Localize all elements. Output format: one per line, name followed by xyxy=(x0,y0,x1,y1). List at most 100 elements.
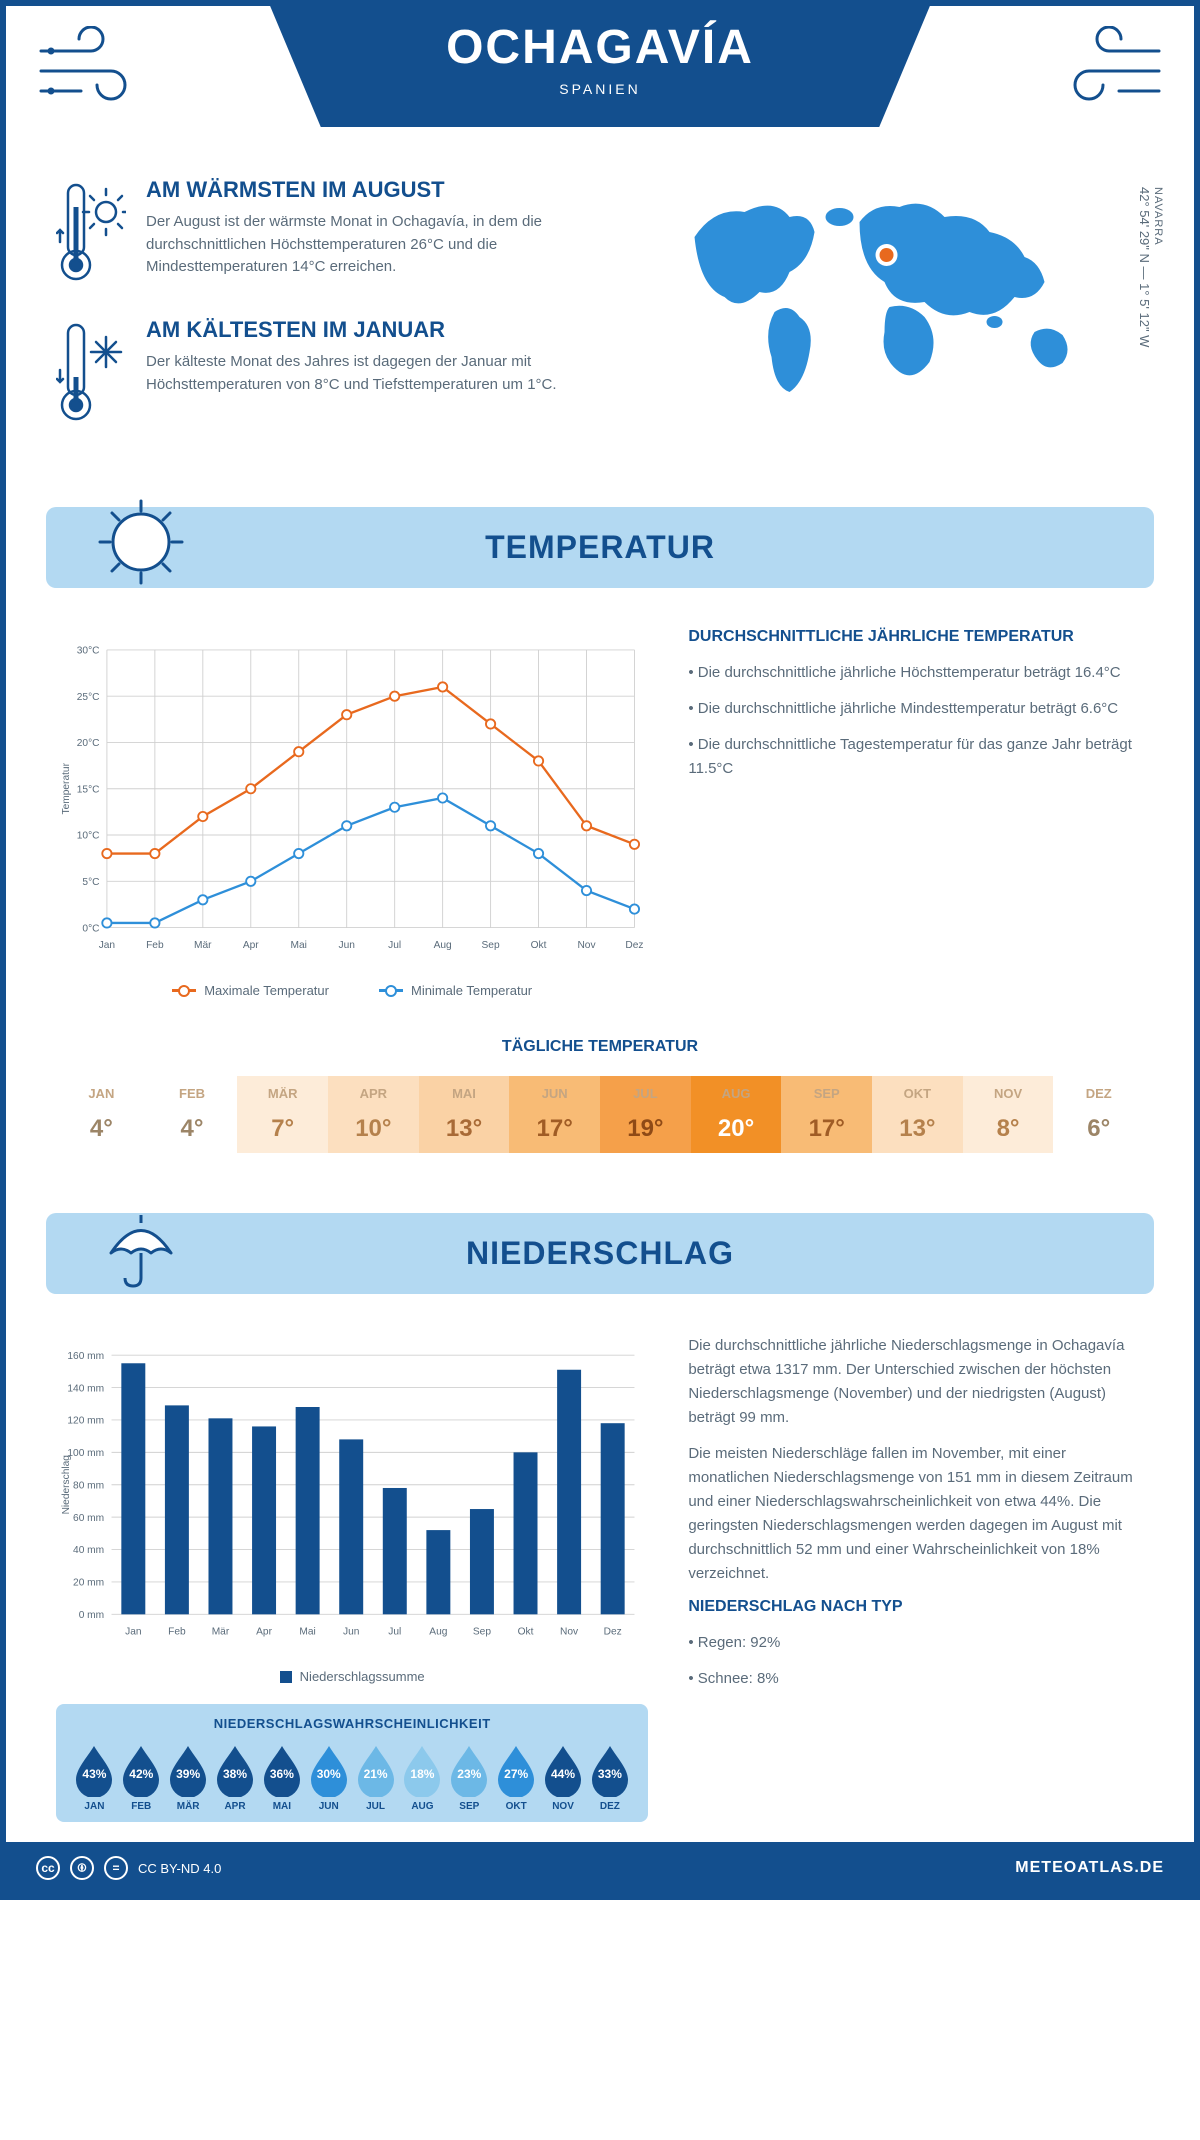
legend-item: Minimale Temperatur xyxy=(379,983,532,998)
droplet-item: 44% NOV xyxy=(540,1743,587,1812)
svg-text:Temperatur: Temperatur xyxy=(61,762,72,814)
header: OCHAGAVÍA SPANIEN xyxy=(6,6,1194,147)
temp-bullet: • Die durchschnittliche Tagestemperatur … xyxy=(688,733,1144,781)
daily-temp-cell: MAI13° xyxy=(419,1076,510,1153)
svg-text:40 mm: 40 mm xyxy=(73,1545,104,1556)
world-map-icon xyxy=(645,177,1144,407)
svg-text:80 mm: 80 mm xyxy=(73,1480,104,1491)
temp-bullet: • Die durchschnittliche jährliche Mindes… xyxy=(688,697,1144,721)
temperature-legend: Maximale Temperatur Minimale Temperatur xyxy=(56,983,648,998)
title-banner: OCHAGAVÍA SPANIEN xyxy=(268,0,933,127)
warmest-title: AM WÄRMSTEN IM AUGUST xyxy=(146,177,605,203)
svg-text:Aug: Aug xyxy=(434,940,452,951)
infographic-page: OCHAGAVÍA SPANIEN xyxy=(0,0,1200,1900)
legend-item: Maximale Temperatur xyxy=(172,983,329,998)
daily-temp-cell: JAN4° xyxy=(56,1076,147,1153)
svg-text:140 mm: 140 mm xyxy=(67,1383,104,1394)
droplet-item: 21% JUL xyxy=(352,1743,399,1812)
svg-text:Nov: Nov xyxy=(560,1627,579,1638)
daily-temp-cell: NOV8° xyxy=(963,1076,1054,1153)
precip-para-2: Die meisten Niederschläge fallen im Nove… xyxy=(688,1442,1144,1586)
svg-text:30°C: 30°C xyxy=(77,646,100,657)
daily-temp-title: TÄGLICHE TEMPERATUR xyxy=(56,1038,1144,1056)
coords-label: 42° 54' 29" N — 1° 5' 12" W xyxy=(1137,187,1152,347)
droplet-item: 33% DEZ xyxy=(586,1743,633,1812)
by-icon: 🅯 xyxy=(70,1856,94,1880)
region-label: NAVARRA xyxy=(1152,187,1164,337)
daily-temp-cell: AUG20° xyxy=(691,1076,782,1153)
svg-text:20 mm: 20 mm xyxy=(73,1578,104,1589)
svg-text:0 mm: 0 mm xyxy=(79,1610,104,1621)
svg-text:Jan: Jan xyxy=(125,1627,141,1638)
warmest-text: Der August ist der wärmste Monat in Ocha… xyxy=(146,211,605,279)
droplet-item: 23% SEP xyxy=(446,1743,493,1812)
thermometer-cold-icon xyxy=(56,317,126,427)
droplet-item: 38% APR xyxy=(212,1743,259,1812)
svg-text:0°C: 0°C xyxy=(82,923,99,934)
temp-summary-list: • Die durchschnittliche jährliche Höchst… xyxy=(688,661,1144,781)
coldest-text: Der kälteste Monat des Jahres ist dagege… xyxy=(146,351,605,396)
site-name: METEOATLAS.DE xyxy=(1015,1859,1164,1877)
cc-icon: cc xyxy=(36,1856,60,1880)
svg-text:Sep: Sep xyxy=(482,940,500,951)
license-block: cc 🅯 = CC BY-ND 4.0 xyxy=(36,1856,221,1880)
droplets-row: 43% JAN 42% FEB 39% MÄR 38% APR 36% MAI xyxy=(71,1743,633,1812)
droplet-item: 43% JAN xyxy=(71,1743,118,1812)
page-subtitle: SPANIEN xyxy=(328,81,873,97)
wind-icon xyxy=(1054,26,1164,116)
svg-text:120 mm: 120 mm xyxy=(67,1416,104,1427)
nd-icon: = xyxy=(104,1856,128,1880)
precipitation-title: NIEDERSCHLAG xyxy=(46,1235,1154,1272)
wind-icon xyxy=(36,26,146,116)
droplet-item: 30% JUN xyxy=(305,1743,352,1812)
temperature-title: TEMPERATUR xyxy=(46,529,1154,566)
daily-temp-cell: JUL19° xyxy=(600,1076,691,1153)
daily-temp-cell: APR10° xyxy=(328,1076,419,1153)
license-text: CC BY-ND 4.0 xyxy=(138,1861,221,1876)
sun-icon xyxy=(96,497,186,587)
coordinates: NAVARRA 42° 54' 29" N — 1° 5' 12" W xyxy=(1137,187,1164,347)
temperature-line-chart: 0°C5°C10°C15°C20°C25°C30°CJanFebMärAprMa… xyxy=(56,628,648,968)
svg-text:Mai: Mai xyxy=(299,1627,315,1638)
svg-text:Jul: Jul xyxy=(388,1627,401,1638)
daily-temp-cell: SEP17° xyxy=(781,1076,872,1153)
svg-text:Jun: Jun xyxy=(338,940,354,951)
precipitation-probability: NIEDERSCHLAGSWAHRSCHEINLICHKEIT 43% JAN … xyxy=(56,1704,648,1822)
droplet-item: 42% FEB xyxy=(118,1743,165,1812)
thermometer-hot-icon xyxy=(56,177,126,287)
precip-type-title: NIEDERSCHLAG NACH TYP xyxy=(688,1598,1144,1616)
temp-bullet: • Die durchschnittliche jährliche Höchst… xyxy=(688,661,1144,685)
footer: cc 🅯 = CC BY-ND 4.0 METEOATLAS.DE xyxy=(6,1842,1194,1894)
svg-text:Nov: Nov xyxy=(577,940,596,951)
svg-text:20°C: 20°C xyxy=(77,738,100,749)
coldest-title: AM KÄLTESTEN IM JANUAR xyxy=(146,317,605,343)
precip-type-bullet: • Schnee: 8% xyxy=(688,1667,1144,1691)
svg-text:5°C: 5°C xyxy=(82,877,99,888)
svg-text:Sep: Sep xyxy=(473,1627,491,1638)
precip-type-list: • Regen: 92% • Schnee: 8% xyxy=(688,1631,1144,1691)
precip-para-1: Die durchschnittliche jährliche Niedersc… xyxy=(688,1334,1144,1430)
svg-text:Feb: Feb xyxy=(168,1627,186,1638)
svg-text:Apr: Apr xyxy=(243,940,259,951)
svg-text:Apr: Apr xyxy=(256,1627,272,1638)
svg-text:Niederschlag: Niederschlag xyxy=(61,1455,72,1514)
precipitation-bar-chart: 0 mm 20 mm 40 mm 60 mm 80 mm 100 mm 120 mm 140 … xyxy=(56,1334,648,1654)
prob-title: NIEDERSCHLAGSWAHRSCHEINLICHKEIT xyxy=(71,1716,633,1731)
page-title: OCHAGAVÍA xyxy=(328,20,873,75)
svg-text:60 mm: 60 mm xyxy=(73,1513,104,1524)
daily-temp-cell: OKT13° xyxy=(872,1076,963,1153)
svg-text:Feb: Feb xyxy=(146,940,164,951)
svg-text:25°C: 25°C xyxy=(77,692,100,703)
temperature-section-header: TEMPERATUR xyxy=(46,507,1154,588)
svg-text:160 mm: 160 mm xyxy=(67,1351,104,1362)
temperature-content: 0°C5°C10°C15°C20°C25°C30°CJanFebMärAprMa… xyxy=(6,608,1194,1018)
daily-temperature: TÄGLICHE TEMPERATUR JAN4°FEB4°MÄR7°APR10… xyxy=(6,1018,1194,1193)
precipitation-content: 0 mm 20 mm 40 mm 60 mm 80 mm 100 mm 120 mm 140 … xyxy=(6,1314,1194,1842)
svg-text:100 mm: 100 mm xyxy=(67,1448,104,1459)
precip-legend-label: Niederschlagssumme xyxy=(300,1669,425,1684)
droplet-item: 36% MAI xyxy=(258,1743,305,1812)
droplet-item: 18% AUG xyxy=(399,1743,446,1812)
svg-text:Dez: Dez xyxy=(625,940,643,951)
daily-temp-cell: MÄR7° xyxy=(237,1076,328,1153)
precip-type-bullet: • Regen: 92% xyxy=(688,1631,1144,1655)
